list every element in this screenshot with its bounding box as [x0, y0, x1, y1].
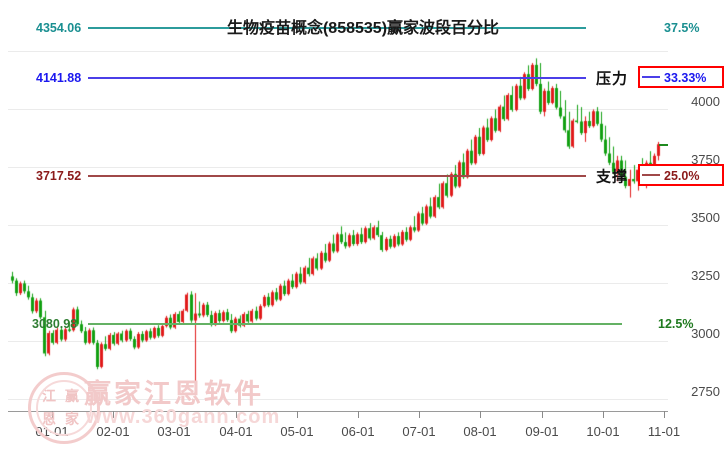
- level-percent-box-resistance: [638, 66, 724, 88]
- level-stub-inner-resistance: [642, 76, 660, 78]
- level-percent-box-support: [638, 164, 724, 186]
- level-price-level-125: 3080.98: [32, 316, 78, 331]
- level-line-support: [88, 175, 586, 177]
- level-line-level-125: [88, 323, 622, 325]
- level-tag-resistance: 压力: [596, 70, 629, 88]
- level-price-support: 3717.52: [36, 168, 82, 183]
- level-line-level-375: [88, 27, 586, 29]
- level-percent-level-125: 12.5%: [658, 316, 694, 331]
- level-percent-level-375: 37.5%: [664, 21, 700, 36]
- level-tag-support: 支撑: [596, 168, 629, 186]
- level-line-resistance: [88, 77, 586, 79]
- level-percent-support: 25.0%: [664, 168, 700, 183]
- level-price-level-375: 4354.06: [36, 21, 82, 36]
- level-price-resistance: 4141.88: [36, 70, 82, 85]
- projection-dashed-line: [659, 144, 668, 146]
- level-percent-resistance: 33.33%: [664, 70, 707, 85]
- level-stub-inner-support: [642, 174, 660, 176]
